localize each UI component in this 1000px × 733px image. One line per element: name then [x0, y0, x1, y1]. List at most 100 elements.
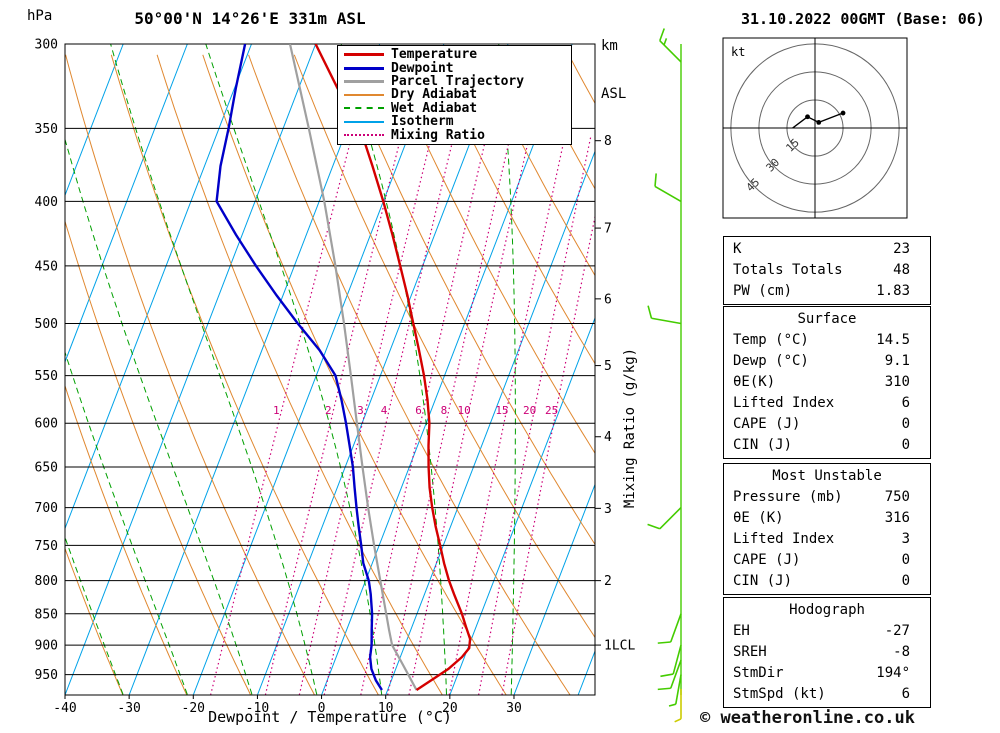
legend-line-sample — [344, 53, 384, 57]
mixing-ratio-value-label: 4 — [381, 404, 388, 417]
row-label: PW (cm) — [733, 283, 793, 299]
table-row: CIN (J) 0 — [724, 571, 930, 592]
run-date-label: 31.10.2022 00GMT (Base: 06) — [741, 10, 985, 28]
mixing-ratio-value-label: 25 — [545, 404, 558, 417]
temp-tick-label: 10 — [378, 701, 394, 716]
mixing-ratio-value-label: 20 — [523, 404, 536, 417]
row-value: 194° — [876, 665, 910, 681]
legend-item-label: Dry Adiabat — [391, 87, 478, 103]
pressure-tick-label: 400 — [35, 195, 58, 210]
row-value: 316 — [884, 510, 910, 526]
legend-line-sample — [344, 120, 384, 123]
pressure-tick-label: 500 — [35, 317, 58, 332]
table-row: Dewp (°C) 9.1 — [724, 351, 930, 372]
table-title: Most Unstable — [772, 468, 882, 484]
row-value: -27 — [884, 623, 910, 639]
mixing-ratio-value-label: 1 — [273, 404, 280, 417]
row-value: 48 — [893, 262, 910, 278]
row-label: SREH — [733, 644, 767, 660]
row-value: 6 — [901, 686, 910, 702]
most-unstable-table: Most Unstable Pressure (mb) 750 θE (K) 316 Li… — [723, 463, 931, 595]
legend-item: Dewpoint — [338, 61, 571, 75]
pressure-axis-unit: hPa — [27, 8, 53, 24]
table-row: PW (cm) 1.83 — [724, 281, 930, 302]
row-value: 750 — [884, 489, 910, 505]
row-label: Lifted Index — [733, 531, 835, 547]
height-axis-unit-km: km — [601, 38, 618, 54]
row-value: 0 — [901, 573, 910, 589]
legend-item: Parcel Trajectory — [338, 75, 571, 88]
pressure-grid: 300 350 400 450 500 550 600 650 700 750 800 850 900 9… — [35, 38, 596, 696]
legend-line-sample — [344, 107, 384, 110]
legend-line-sample — [344, 93, 384, 96]
row-label: StmSpd (kt) — [733, 686, 826, 702]
temp-axis: -40 -30 -20 -10 0 10 20 30 — [53, 695, 522, 716]
pressure-tick-label: 300 — [35, 38, 58, 53]
temp-tick-label: 0 — [318, 701, 326, 716]
pressure-tick-label: 600 — [35, 417, 58, 432]
pressure-tick-label: 800 — [35, 574, 58, 589]
height-tick-label: 4 — [604, 430, 612, 445]
wet-adiabats — [65, 44, 516, 695]
height-axis-unit-asl: ASL — [601, 86, 627, 102]
mixing-ratio-value-label: 3 — [357, 404, 364, 417]
mixing-ratio-value-label: 6 — [415, 404, 422, 417]
table-row: Totals Totals 48 — [724, 260, 930, 281]
height-tick-label: 6 — [604, 292, 612, 307]
pressure-tick-label: 350 — [35, 122, 58, 137]
height-tick-label: 7 — [604, 222, 612, 237]
hodograph-unit-label: kt — [731, 45, 745, 59]
legend-item: Mixing Ratio — [338, 127, 571, 143]
row-label: Dewp (°C) — [733, 353, 809, 369]
hodograph-table: Hodograph EH -27 SREH -8 StmDir 194° StmSpd (kt… — [723, 597, 931, 708]
row-value: 9.1 — [884, 353, 910, 369]
table-row: Temp (°C) 14.5 — [724, 330, 930, 351]
pressure-tick-label: 950 — [35, 668, 58, 683]
table-row: CAPE (J) 0 — [724, 550, 930, 571]
table-row: Lifted Index 3 — [724, 529, 930, 550]
row-label: StmDir — [733, 665, 784, 681]
sounding-curves — [215, 44, 472, 692]
pressure-tick-label: 650 — [35, 461, 58, 476]
pressure-tick-label: 900 — [35, 639, 58, 654]
row-value: -8 — [893, 644, 910, 660]
legend-item: Wet Adiabat — [338, 102, 571, 115]
row-label: Lifted Index — [733, 395, 835, 411]
mixing-ratio-labels: 1 2 3 4 6 8 10 15 20 25 — [273, 404, 558, 417]
pressure-tick-label: 750 — [35, 539, 58, 554]
credit: © weatheronline.co.uk — [700, 708, 915, 728]
mixing-ratio-value-label: 15 — [495, 404, 508, 417]
wind-barbs — [647, 28, 682, 723]
row-label: CAPE (J) — [733, 416, 801, 432]
row-label: θE(K) — [733, 374, 776, 390]
legend-line-sample — [344, 66, 384, 70]
pressure-tick-label: 850 — [35, 607, 58, 622]
height-tick-label: 5 — [604, 359, 612, 374]
legend-line-sample — [344, 79, 384, 83]
legend-item: Isotherm — [338, 115, 571, 128]
table-row: EH -27 — [724, 621, 930, 642]
height-tick-label: 2 — [604, 574, 612, 589]
legend-item-label: Mixing Ratio — [391, 127, 485, 143]
height-axis-unit: km ASL — [601, 6, 635, 134]
dewpoint-curve — [215, 44, 383, 691]
row-label: CIN (J) — [733, 573, 793, 589]
height-tick-label: 1LCL — [604, 639, 635, 654]
temp-tick-label: -10 — [246, 701, 269, 716]
temp-tick-label: 20 — [442, 701, 458, 716]
temp-tick-label: -40 — [53, 701, 76, 716]
height-tick-label: 8 — [604, 134, 612, 149]
row-value: 310 — [884, 374, 910, 390]
isotherms — [65, 44, 595, 695]
row-value: 23 — [893, 241, 910, 257]
row-value: 0 — [901, 552, 910, 568]
pressure-tick-label: 700 — [35, 501, 58, 516]
row-label: CAPE (J) — [733, 552, 801, 568]
row-value: 1.83 — [876, 283, 910, 299]
row-label: Pressure (mb) — [733, 489, 843, 505]
temp-tick-label: 30 — [506, 701, 522, 716]
legend-item: Dry Adiabat — [338, 88, 571, 101]
row-label: K — [733, 241, 742, 257]
